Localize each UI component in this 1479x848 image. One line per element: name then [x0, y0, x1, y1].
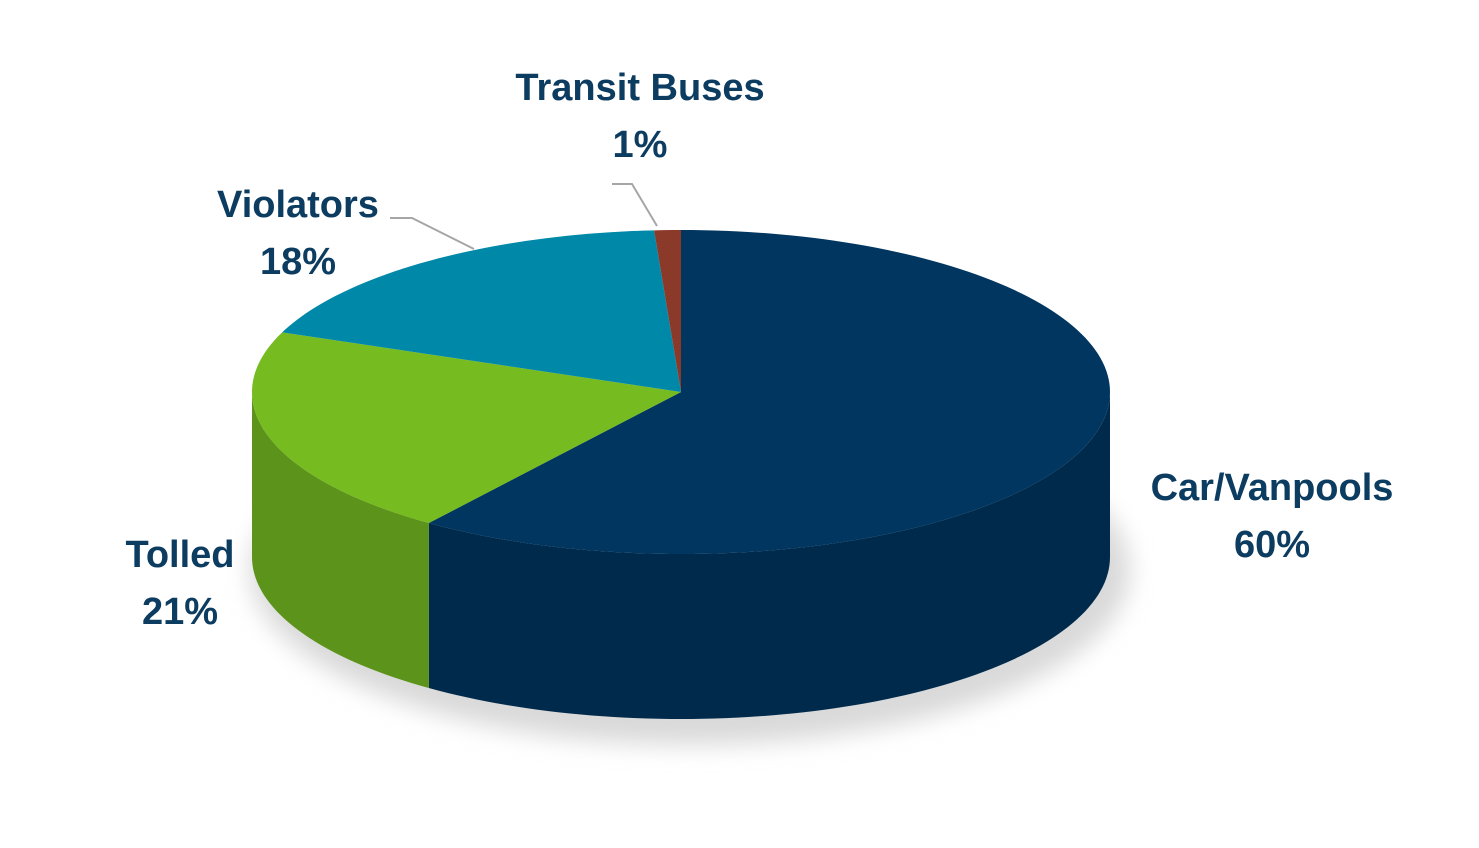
slice-side — [428, 392, 1111, 719]
slice-category-label: Car/Vanpools — [1151, 467, 1394, 509]
slice-side — [252, 392, 429, 689]
slice-value-label: 1% — [613, 124, 668, 166]
pie-sides — [252, 392, 1111, 719]
leader-line — [390, 217, 475, 250]
slice — [654, 230, 681, 392]
slice-value-label: 60% — [1234, 524, 1310, 566]
slice-category-label: Transit Buses — [515, 67, 764, 109]
slice — [282, 230, 681, 392]
slice — [428, 230, 1111, 554]
slice-value-label: 18% — [260, 241, 336, 283]
pie-tops — [252, 230, 1111, 554]
labels: Car/Vanpools 60% Tolled 21% Violators 18% Tran… — [125, 67, 1393, 633]
slice-value-label: 21% — [142, 591, 218, 633]
slice — [252, 332, 681, 524]
slice-category-label: Tolled — [125, 534, 234, 576]
leader-line — [612, 183, 658, 227]
slice-category-label: Violators — [217, 184, 379, 226]
